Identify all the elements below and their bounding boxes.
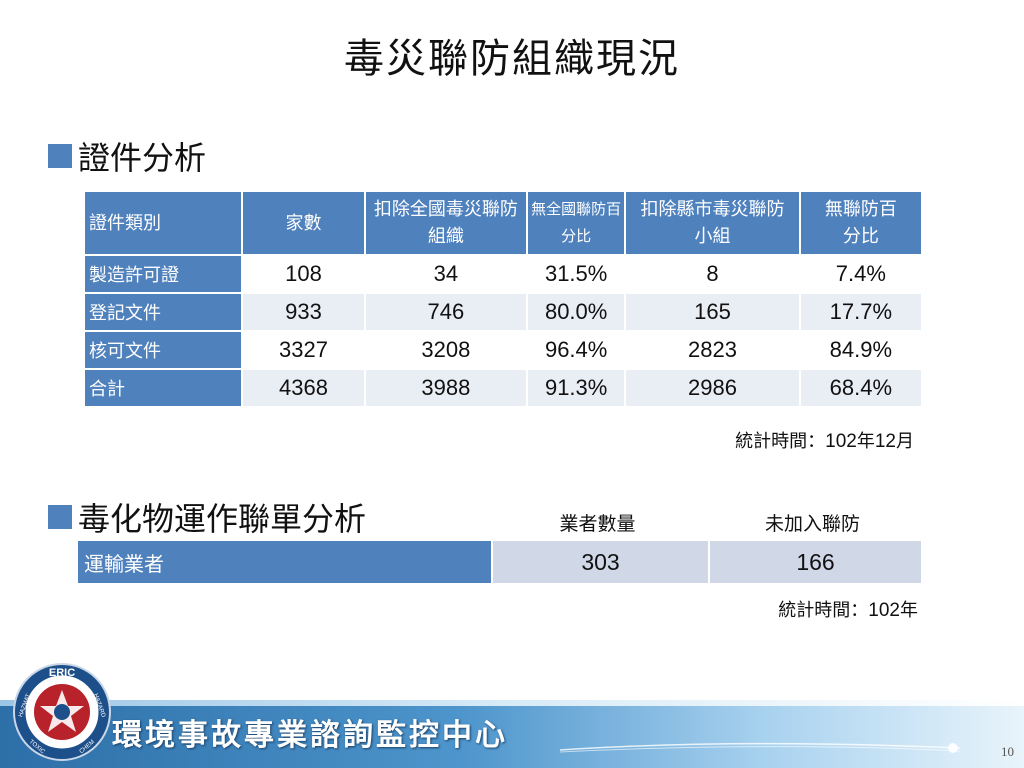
note-year: 102 — [825, 431, 857, 452]
table-header: 無全國聯防百分比 — [526, 190, 627, 256]
certificate-table: 證件類別 家數 扣除全國毒災聯防組織 無全國聯防百分比 扣除縣市毒災聯防小組 無… — [82, 190, 924, 408]
table-header: 證件類別 — [82, 190, 244, 256]
table-cell: 166 — [708, 539, 923, 585]
table-cell: 91.3% — [526, 368, 627, 408]
note-prefix: 統計時間： — [778, 600, 869, 621]
table-cell: 933 — [241, 292, 366, 332]
stat-time-note: 統計時間：102年12月 — [735, 427, 914, 453]
row-header: 合計 — [82, 368, 244, 408]
footer-bar: 環境事故專業諮詢監控中心 10 — [0, 700, 1024, 768]
bullet-square-icon — [48, 505, 72, 529]
table-cell: 746 — [363, 292, 529, 332]
transport-table: 運輸業者 303 166 — [76, 539, 923, 585]
table-cell: 4368 — [241, 368, 366, 408]
section-heading-text: 毒化物運作聯單分析 — [78, 500, 367, 538]
table-cell: 3327 — [241, 330, 366, 370]
table-cell: 3988 — [363, 368, 529, 408]
footer-decoration — [560, 742, 960, 753]
logo-text-top: ERIC — [49, 667, 75, 679]
organization-name: 環境事故專業諮詢監控中心 — [112, 718, 508, 753]
table-cell: 31.5% — [526, 254, 627, 294]
table-cell: 3208 — [363, 330, 529, 370]
note-year-unit: 年 — [900, 600, 918, 621]
note-year-unit: 年 — [856, 431, 875, 452]
table-header: 扣除全國毒災聯防組織 — [363, 190, 529, 256]
note-month-unit: 月 — [896, 431, 914, 452]
table-header: 無聯防百分比 — [798, 190, 924, 256]
table-row: 登記文件 933 746 80.0% 165 17.7% — [82, 292, 924, 332]
table-cell: 84.9% — [798, 330, 924, 370]
section-heading-certificates: 證件分析 — [48, 133, 206, 179]
column-header-not-joined: 未加入聯防 — [764, 513, 860, 535]
eric-logo-icon: ERIC HAZMAT HAZARD TOXIC CHEM — [13, 663, 111, 761]
table-header: 扣除縣市毒災聯防小組 — [624, 190, 801, 256]
table-row: 合計 4368 3988 91.3% 2986 68.4% — [82, 368, 924, 408]
note-month: 12 — [874, 431, 896, 452]
row-header: 核可文件 — [82, 330, 244, 370]
row-header: 登記文件 — [82, 292, 244, 332]
table-cell: 8 — [624, 254, 801, 294]
table-cell: 80.0% — [526, 292, 627, 332]
table-cell: 68.4% — [798, 368, 924, 408]
table-cell: 303 — [491, 539, 710, 585]
table-header: 家數 — [241, 190, 366, 256]
table-cell: 2823 — [624, 330, 801, 370]
column-header-operator-count: 業者數量 — [559, 513, 636, 535]
table-cell: 96.4% — [526, 330, 627, 370]
stat-time-note: 統計時間：102年 — [778, 596, 918, 622]
table-cell: 17.7% — [798, 292, 924, 332]
table-cell: 165 — [624, 292, 801, 332]
row-header: 製造許可證 — [82, 254, 244, 294]
table-cell: 7.4% — [798, 254, 924, 294]
table-cell: 108 — [241, 254, 366, 294]
table-header-row: 證件類別 家數 扣除全國毒災聯防組織 無全國聯防百分比 扣除縣市毒災聯防小組 無… — [82, 190, 924, 256]
table-row: 運輸業者 303 166 — [76, 539, 923, 585]
footer-highlight — [0, 700, 1024, 706]
page-title: 毒災聯防組織現況 — [344, 36, 680, 82]
table-row: 製造許可證 108 34 31.5% 8 7.4% — [82, 254, 924, 294]
section-heading-manifest: 毒化物運作聯單分析 — [48, 494, 366, 540]
page-number: 10 — [1001, 744, 1014, 759]
section-heading-text: 證件分析 — [78, 139, 207, 177]
bullet-square-icon — [48, 144, 72, 168]
table-cell: 34 — [363, 254, 529, 294]
row-header: 運輸業者 — [76, 539, 493, 585]
note-year: 102 — [868, 600, 900, 621]
note-prefix: 統計時間： — [735, 431, 826, 452]
table-cell: 2986 — [624, 368, 801, 408]
table-row: 核可文件 3327 3208 96.4% 2823 84.9% — [82, 330, 924, 370]
